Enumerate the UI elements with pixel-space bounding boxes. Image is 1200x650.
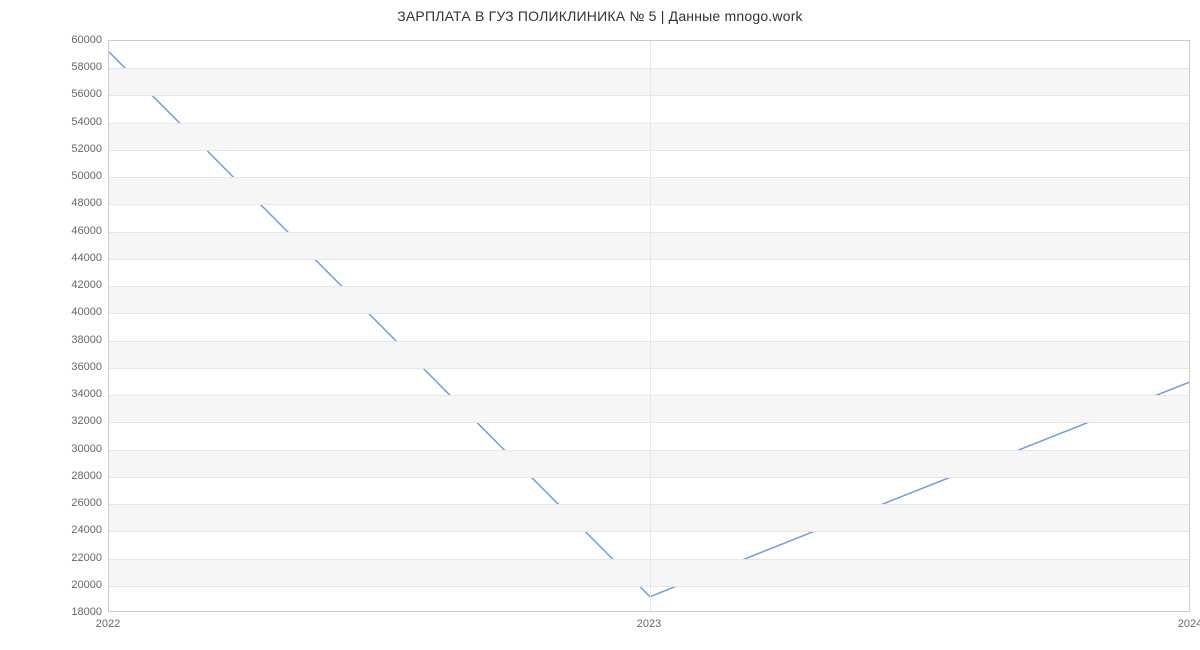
- y-tick-label: 44000: [71, 252, 102, 264]
- grid-line: [109, 123, 1189, 124]
- y-tick-label: 46000: [71, 225, 102, 237]
- y-tick-label: 50000: [71, 170, 102, 182]
- grid-band: [109, 68, 1189, 95]
- grid-line: [109, 204, 1189, 205]
- grid-band: [109, 559, 1189, 586]
- chart-title: ЗАРПЛАТА В ГУЗ ПОЛИКЛИНИКА № 5 | Данные …: [0, 0, 1200, 24]
- grid-band: [109, 123, 1189, 150]
- y-tick-label: 48000: [71, 197, 102, 209]
- x-tick-label: 2023: [637, 618, 661, 630]
- x-axis-labels: 202220232024: [108, 618, 1190, 638]
- grid-line: [109, 150, 1189, 151]
- x-tick-label: 2022: [96, 618, 120, 630]
- grid-line: [109, 177, 1189, 178]
- y-tick-label: 54000: [71, 116, 102, 128]
- x-grid-line: [650, 41, 651, 611]
- y-axis-labels: 1800020000220002400026000280003000032000…: [0, 40, 108, 612]
- grid-line: [109, 286, 1189, 287]
- grid-band: [109, 232, 1189, 259]
- y-tick-label: 34000: [71, 388, 102, 400]
- grid-line: [109, 368, 1189, 369]
- grid-band: [109, 286, 1189, 313]
- y-tick-label: 18000: [71, 606, 102, 618]
- grid-line: [109, 341, 1189, 342]
- y-tick-label: 24000: [71, 524, 102, 536]
- plot-area: [108, 40, 1190, 612]
- grid-band: [109, 450, 1189, 477]
- grid-line: [109, 422, 1189, 423]
- grid-line: [109, 68, 1189, 69]
- y-tick-label: 42000: [71, 279, 102, 291]
- y-tick-label: 20000: [71, 579, 102, 591]
- grid-band: [109, 504, 1189, 531]
- grid-line: [109, 450, 1189, 451]
- grid-line: [109, 395, 1189, 396]
- y-tick-label: 56000: [71, 88, 102, 100]
- y-tick-label: 60000: [71, 34, 102, 46]
- grid-band: [109, 177, 1189, 204]
- grid-line: [109, 586, 1189, 587]
- y-tick-label: 58000: [71, 61, 102, 73]
- y-tick-label: 52000: [71, 143, 102, 155]
- grid-line: [109, 531, 1189, 532]
- y-tick-label: 22000: [71, 552, 102, 564]
- grid-line: [109, 232, 1189, 233]
- y-tick-label: 28000: [71, 470, 102, 482]
- y-tick-label: 32000: [71, 415, 102, 427]
- grid-line: [109, 95, 1189, 96]
- y-tick-label: 26000: [71, 497, 102, 509]
- grid-band: [109, 395, 1189, 422]
- grid-band: [109, 341, 1189, 368]
- x-tick-label: 2024: [1178, 618, 1200, 630]
- y-tick-label: 40000: [71, 306, 102, 318]
- grid-line: [109, 559, 1189, 560]
- grid-line: [109, 313, 1189, 314]
- grid-line: [109, 259, 1189, 260]
- y-tick-label: 36000: [71, 361, 102, 373]
- grid-line: [109, 477, 1189, 478]
- grid-line: [109, 504, 1189, 505]
- y-tick-label: 30000: [71, 443, 102, 455]
- y-tick-label: 38000: [71, 334, 102, 346]
- salary-chart: ЗАРПЛАТА В ГУЗ ПОЛИКЛИНИКА № 5 | Данные …: [0, 0, 1200, 650]
